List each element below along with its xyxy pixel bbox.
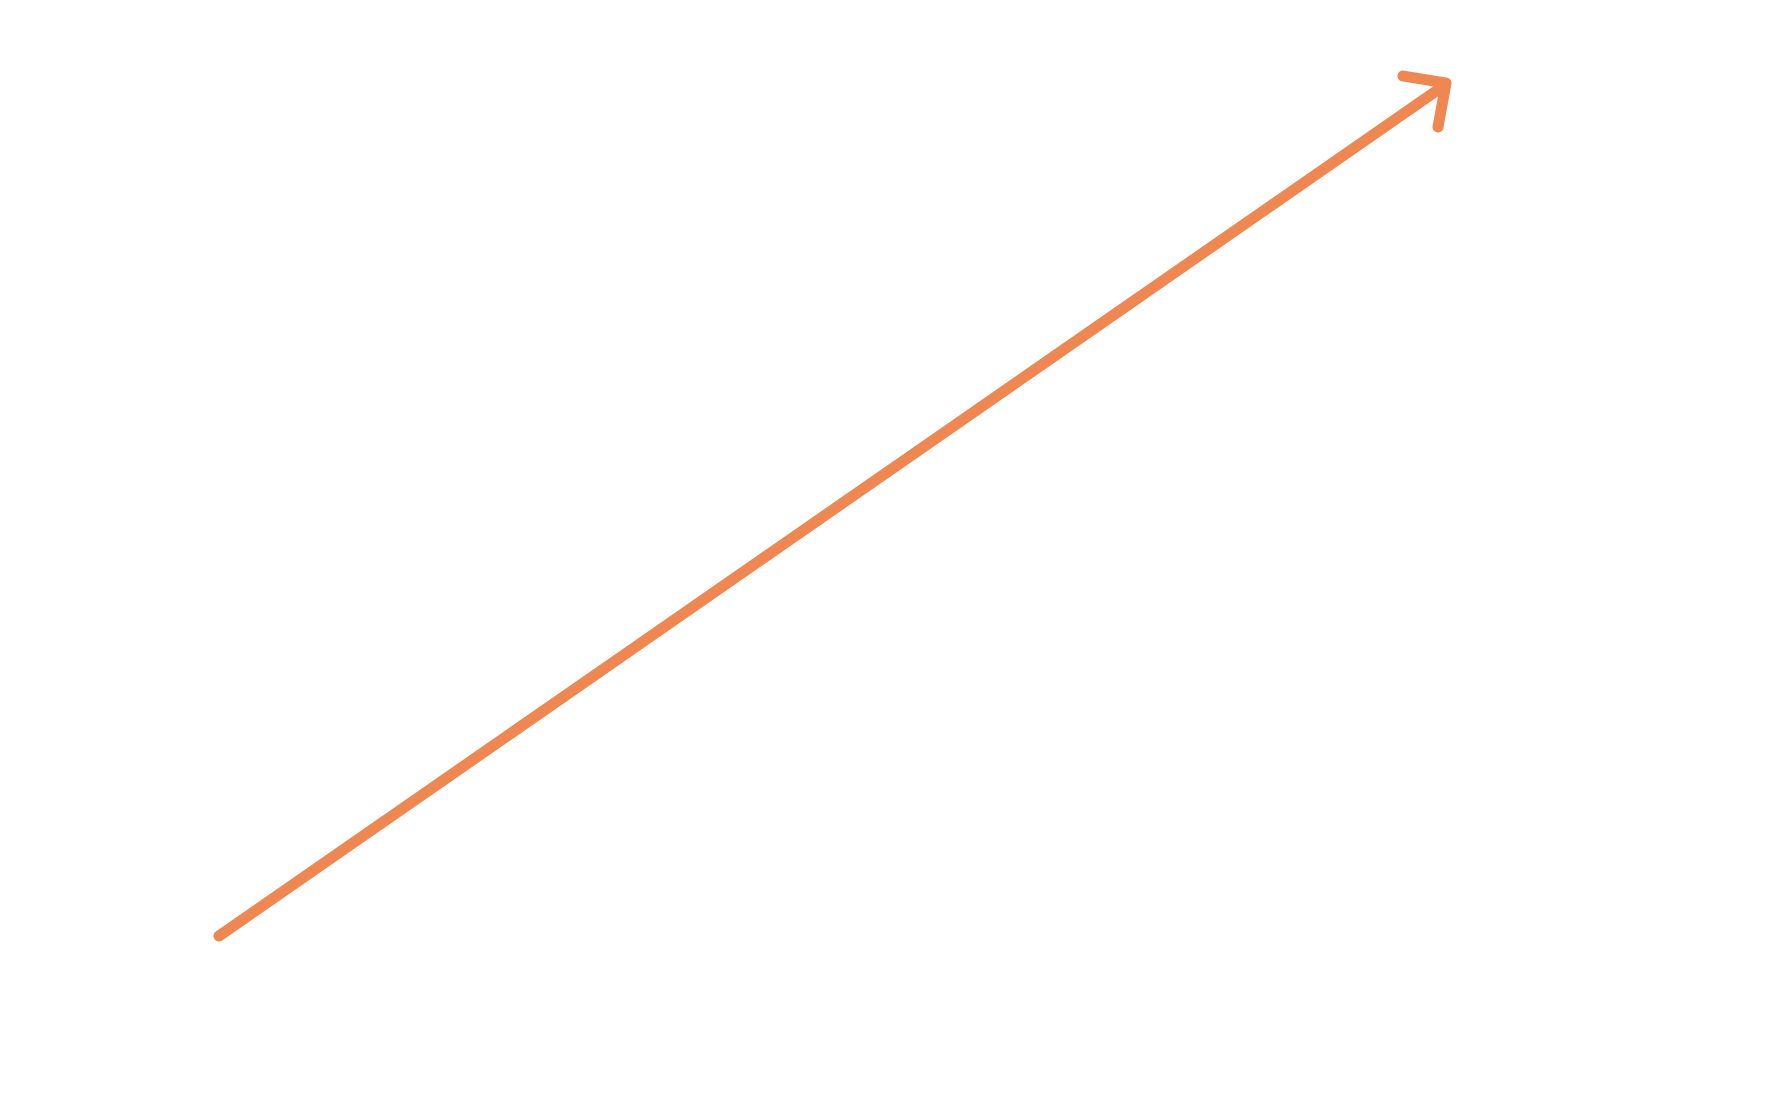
arrow-shaft <box>213 81 1448 942</box>
arrow-head <box>1397 70 1452 133</box>
diagonal-up-right-arrow-icon <box>213 70 1452 942</box>
